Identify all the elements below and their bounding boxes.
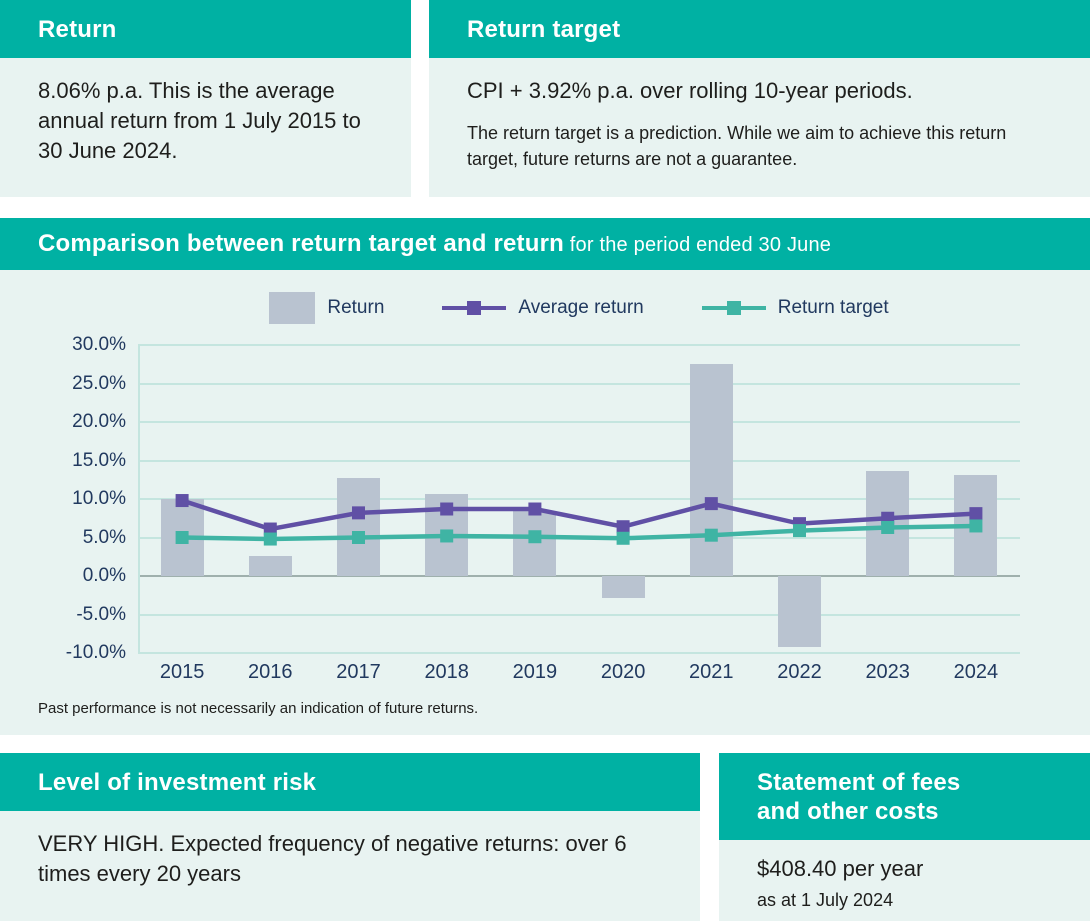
fees-box-title: Statement of fees and other costs [757, 768, 961, 825]
return-box-header: Return [0, 0, 411, 58]
investment-risk-header: Level of investment risk [0, 753, 700, 811]
y-axis-label: 15.0% [72, 449, 126, 471]
average-return-marker-2019 [528, 502, 542, 516]
return-target-disclaimer: The return target is a prediction. While… [467, 123, 1007, 169]
return-target-marker-2022 [793, 524, 806, 538]
return-target-marker-2020 [616, 531, 630, 545]
legend-swatch-return-target-icon [701, 301, 766, 315]
average-return-marker-2017 [352, 506, 365, 520]
x-axis-labels: 2015 2016 2017 2018 2019 2020 2021 2022 2023 2024 [138, 661, 1020, 687]
average-return-marker-2018 [440, 502, 454, 516]
return-target-marker-2023 [881, 520, 895, 534]
legend-item-return-target: Return target [701, 297, 889, 319]
return-target-marker-2018 [440, 529, 454, 543]
legend-label-average-return: Average return [518, 297, 644, 318]
return-target-line [182, 523, 976, 542]
gridline [138, 382, 1020, 385]
x-axis-label-2018: 2018 [424, 661, 469, 683]
y-axis-label: 20.0% [72, 411, 126, 432]
bar-2019 [513, 511, 557, 576]
return-target-marker-2019 [528, 530, 542, 544]
average-return-line [181, 498, 977, 532]
y-axis-label: 30.0% [72, 334, 126, 355]
return-target-main-text: CPI + 3.92% p.a. over rolling 10-year pe… [467, 78, 913, 103]
average-return-marker-2020 [616, 520, 630, 534]
plot-area [138, 344, 1020, 654]
x-axis-label-2015: 2015 [159, 661, 205, 683]
average-return-marker-2024 [969, 507, 983, 521]
average-return-marker-2016 [263, 522, 277, 536]
fees-box-body: $408.40 per year as at 1 July 2024 [719, 840, 1090, 921]
gridline [138, 498, 1020, 500]
bar-2022 [778, 576, 821, 647]
average-return-marker-2015 [175, 494, 189, 508]
investment-risk-text: VERY HIGH. Expected frequency of negativ… [38, 831, 627, 886]
legend-swatch-return-icon [269, 292, 316, 324]
y-axis-label: -5.0% [76, 603, 126, 625]
bar-2016 [248, 555, 292, 576]
comparison-chart-panel: Comparison between return target and ret… [0, 218, 1090, 735]
gridline [138, 613, 1020, 616]
return-target-marker-2016 [263, 532, 277, 546]
legend-item-average-return: Average return [442, 297, 644, 319]
chart-legend: Return Average return Return target [138, 292, 1020, 324]
y-axis-labels: 30.0% 25.0% 20.0% 15.0% 10.0% 5.0% 0.0% -5.0% -1… [0, 334, 126, 663]
return-target-marker-2015 [175, 531, 189, 544]
legend-marker [467, 301, 482, 315]
return-target-marker-2024 [969, 519, 983, 533]
legend-label-return: Return [327, 297, 385, 318]
x-axis-label-2023: 2023 [865, 661, 910, 683]
y-axis-label: 25.0% [72, 372, 126, 394]
x-axis-label-2020: 2020 [600, 661, 646, 683]
gridline [138, 421, 1020, 423]
return-target-box-body: CPI + 3.92% p.a. over rolling 10-year pe… [429, 58, 1090, 190]
x-axis-label-2022: 2022 [777, 661, 822, 683]
return-target-box-title: Return target [467, 15, 621, 43]
gridline [138, 459, 1020, 462]
x-axis-label-2017: 2017 [336, 661, 381, 683]
return-box-title: Return [38, 15, 117, 43]
x-axis-label-2021: 2021 [689, 661, 734, 683]
chart-title-bold: Comparison between return target and ret… [38, 229, 565, 257]
legend-marker [726, 301, 741, 315]
bar-2017 [337, 478, 380, 576]
return-target-box-header: Return target [429, 0, 1090, 58]
y-axis-label: 0.0% [82, 565, 126, 586]
legend-swatch-average-return-icon [442, 301, 507, 315]
average-return-marker-2021 [704, 497, 718, 511]
legend-item-return: Return [269, 292, 384, 324]
y-axis-label: 10.0% [72, 488, 126, 509]
return-box: Return 8.06% p.a. This is the average an… [0, 0, 411, 197]
fees-box-header: Statement of fees and other costs [719, 753, 1090, 840]
x-axis-label-2016: 2016 [248, 661, 293, 683]
y-axis-label: -10.0% [65, 642, 126, 663]
gridline [138, 652, 1020, 654]
y-axis-label: 5.0% [82, 526, 126, 548]
return-box-body: 8.06% p.a. This is the average annual re… [0, 58, 411, 184]
x-axis-label-2024: 2024 [953, 661, 999, 683]
past-performance-note: Past performance is not necessarily an i… [38, 700, 479, 717]
return-box-text: 8.06% p.a. This is the average annual re… [38, 78, 361, 163]
y-axis-line [138, 345, 140, 653]
investment-risk-body: VERY HIGH. Expected frequency of negativ… [0, 811, 700, 907]
comparison-chart-header: Comparison between return target and ret… [0, 218, 1090, 270]
fees-as-at-date: as at 1 July 2024 [757, 890, 894, 910]
fees-amount: $408.40 per year [757, 856, 924, 881]
fees-box: Statement of fees and other costs $408.4… [719, 753, 1090, 921]
zero-axis-line [138, 575, 1020, 577]
x-axis-label-2019: 2019 [512, 661, 558, 683]
return-target-marker-2021 [704, 528, 718, 542]
investment-risk-title: Level of investment risk [38, 768, 317, 796]
return-target-box: Return target CPI + 3.92% p.a. over roll… [429, 0, 1090, 197]
comparison-chart-title: Comparison between return target and ret… [38, 229, 831, 260]
investment-risk-box: Level of investment risk VERY HIGH. Expe… [0, 753, 700, 921]
chart-title-subtitle: for the period ended 30 June [564, 233, 832, 256]
gridline [138, 344, 1020, 346]
return-target-marker-2017 [352, 531, 365, 544]
line-series-layer [175, 494, 983, 546]
chart-area: Past performance is not necessarily an i… [0, 270, 1090, 735]
bar-2020 [601, 576, 645, 599]
legend-label-return-target: Return target [777, 297, 889, 318]
